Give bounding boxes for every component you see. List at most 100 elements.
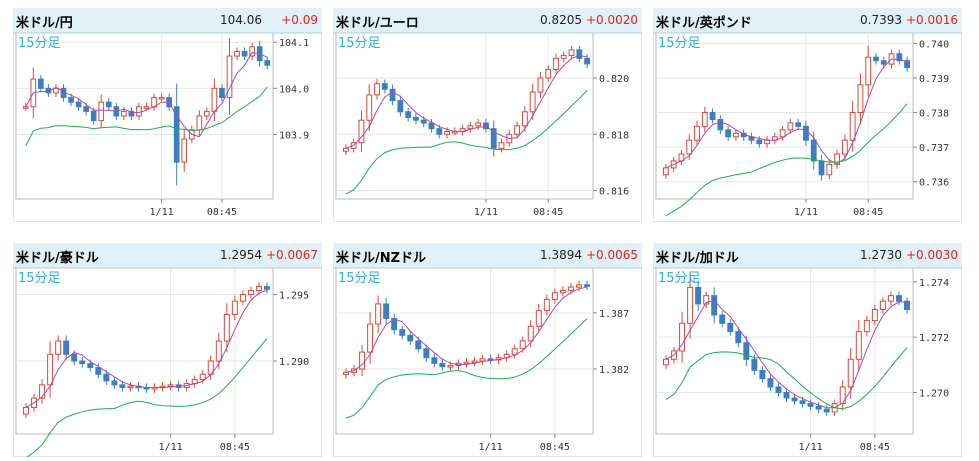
y-tick-label: 1.387: [599, 309, 629, 320]
ma-short-line: [345, 286, 588, 373]
candle-body: [68, 97, 74, 103]
candle-body: [779, 129, 786, 138]
candlestick-chart[interactable]: 1.295 1.290 1/11 08:45 15分足: [13, 268, 322, 457]
candle-body: [399, 329, 406, 336]
candle-body: [575, 284, 582, 288]
candle-body: [498, 142, 505, 149]
ma-short-line: [665, 299, 907, 409]
candle-body: [128, 110, 135, 117]
x-tick-label: 08:45: [207, 207, 237, 218]
candle-body: [423, 348, 430, 359]
ma-long-line: [25, 86, 268, 147]
candle-body: [342, 147, 349, 152]
candle-body: [791, 397, 798, 402]
candle-body: [467, 125, 474, 130]
candle-body: [199, 373, 206, 381]
y-tick-label: 0.816: [599, 187, 629, 198]
candlestick-chart[interactable]: 0.740 0.739 0.738 0.737 0.736 1/11 08:45 15分足: [653, 33, 962, 222]
candle-body: [880, 60, 887, 65]
y-tick-label: 0.736: [919, 178, 949, 189]
candle-body: [359, 351, 366, 370]
candle-body: [263, 286, 270, 290]
x-tick-label: 1/11: [150, 207, 174, 218]
pair-name: 米ドル/英ポンド: [656, 16, 752, 31]
candle-body: [895, 295, 902, 302]
candlestick-chart[interactable]: 1.387 1.382 1/11 08:45 15分足: [333, 268, 642, 457]
candle-body: [841, 139, 848, 155]
candle-body: [735, 331, 742, 344]
candlestick-chart[interactable]: 104.1 104.0 103.9 1/11 08:45 15分足: [13, 33, 322, 222]
candle-body: [343, 371, 350, 376]
pair-name: 米ドル/NZドル: [336, 251, 427, 266]
candle-body: [904, 60, 911, 69]
chart-panel-usdeur[interactable]: 米ドル/ユーロ 0.8205 +0.0020 0.820 0.818 0.816 1/…: [333, 8, 642, 222]
candle-body: [717, 118, 724, 131]
y-tick-label: 1.382: [599, 365, 629, 376]
candle-body: [519, 340, 526, 350]
candlestick-chart[interactable]: 0.820 0.818 0.816 1/11 08:45 15分足: [333, 33, 642, 222]
candle-body: [397, 100, 404, 113]
candle-body: [55, 340, 62, 355]
candle-body: [583, 284, 590, 287]
y-tick-label: 1.272: [919, 333, 949, 344]
candle-body: [249, 46, 255, 57]
candle-body: [196, 115, 203, 131]
candle-body: [807, 403, 814, 407]
candle-body: [511, 348, 518, 355]
candle-body: [490, 128, 497, 149]
candle-body: [560, 55, 567, 59]
candle-body: [871, 309, 878, 322]
pair-price: 1.2954: [220, 248, 262, 262]
pair-change: +0.09: [281, 13, 318, 27]
candle-body: [374, 83, 380, 96]
candle-body: [83, 106, 89, 112]
chart-panel-usdjpy[interactable]: 米ドル/円 104.06 +0.09 104.1 104.0 103.9 1/11 08…: [13, 8, 322, 222]
candle-body: [431, 357, 438, 364]
candle-body: [447, 365, 454, 368]
candle-body: [679, 322, 686, 352]
x-tick-label: 1/11: [794, 207, 818, 218]
candle-body: [576, 49, 583, 59]
candle-body: [727, 322, 734, 333]
candle-body: [826, 163, 833, 176]
candle-body: [381, 83, 388, 90]
chart-panel-usdgbp[interactable]: 米ドル/英ポンド 0.7393 +0.0016 0.740 0.739 0.738 0…: [653, 8, 962, 222]
candle-body: [537, 77, 544, 93]
candlestick-chart[interactable]: 1.274 1.272 1.270 1/11 08:45 15分足: [653, 268, 962, 457]
ma-long-line: [26, 338, 268, 457]
y-tick-label: 0.738: [919, 109, 949, 120]
candle-body: [787, 122, 794, 131]
chart-panel-usdcad[interactable]: 米ドル/加ドル 1.2730 +0.0030 1.274 1.272 1.270 1/…: [653, 243, 962, 457]
x-tick-label: 1/11: [159, 442, 183, 453]
candle-body: [483, 122, 489, 130]
y-tick-label: 104.0: [279, 84, 309, 95]
candle-body: [823, 408, 830, 413]
ma-long-line: [345, 89, 588, 195]
candle-body: [111, 380, 118, 386]
chart-panel-usdaud[interactable]: 米ドル/豪ドル 1.2954 +0.0067 1.295 1.290 1/11 08:…: [13, 243, 322, 457]
pair-change: +0.0067: [265, 248, 318, 262]
panel-header: 米ドル/加ドル 1.2730 +0.0030: [653, 243, 962, 268]
candle-body: [211, 87, 218, 112]
panel-header: 米ドル/NZドル 1.3894 +0.0065: [333, 243, 642, 268]
candle-body: [358, 119, 365, 144]
interval-label: 15分足: [18, 36, 61, 51]
candle-body: [545, 69, 552, 79]
candle-body: [567, 286, 574, 291]
x-tick-label: 08:45: [853, 207, 883, 218]
candle-body: [391, 317, 398, 331]
candle-body: [521, 111, 528, 127]
candle-body: [847, 358, 854, 388]
y-tick-label: 1.295: [279, 291, 309, 302]
chart-panel-usdnzd[interactable]: 米ドル/NZドル 1.3894 +0.0065 1.387 1.382 1/11 08…: [333, 243, 642, 457]
candle-body: [694, 125, 700, 141]
candle-body: [799, 400, 806, 405]
candle-body: [39, 384, 46, 399]
candle-body: [687, 286, 694, 324]
candle-body: [663, 358, 670, 366]
candle-body: [879, 300, 886, 311]
candle-body: [865, 56, 872, 86]
interval-label: 15分足: [338, 271, 381, 286]
candle-body: [181, 138, 188, 163]
candle-body: [751, 358, 758, 371]
